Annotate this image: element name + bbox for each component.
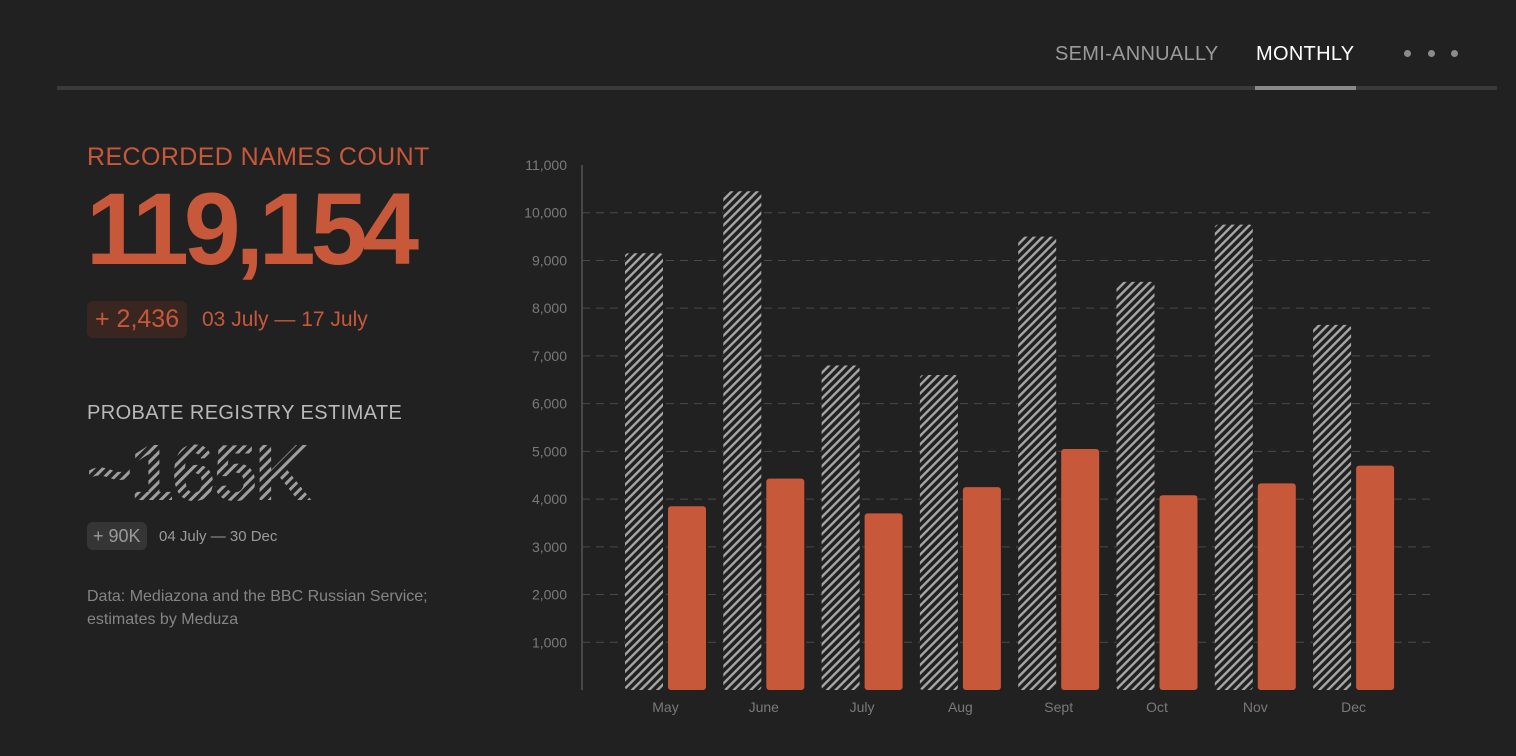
bar-hatched-july — [821, 365, 860, 690]
probate-delta-badge: + 90K — [87, 522, 147, 550]
bar-hatched-sept — [1018, 236, 1057, 690]
x-tick-label: June — [749, 699, 780, 715]
bar-solid-aug — [962, 487, 1001, 690]
y-tick-label: 9,000 — [532, 252, 567, 268]
y-tick-label: 3,000 — [532, 539, 567, 555]
x-tick-label: Oct — [1146, 699, 1168, 715]
bar-hatched-june — [723, 191, 762, 690]
recorded-names-label: RECORDED NAMES COUNT — [87, 143, 430, 171]
probate-estimate-label: PROBATE REGISTRY ESTIMATE — [87, 402, 403, 424]
recorded-names-value: 119,154 — [86, 172, 419, 286]
y-tick-label: 4,000 — [532, 491, 567, 507]
x-tick-label: May — [652, 699, 678, 715]
more-dots-icon — [1427, 49, 1435, 57]
bar-solid-oct — [1159, 495, 1198, 690]
y-tick-label: 11,000 — [525, 157, 567, 173]
bar-solid-nov — [1257, 483, 1296, 690]
bar-solid-dec — [1356, 465, 1395, 690]
x-tick-label: Nov — [1243, 699, 1268, 715]
active-tab-indicator — [1255, 86, 1356, 90]
more-dots-icon — [1404, 49, 1411, 57]
svg-text:~165K: ~165K — [86, 434, 312, 508]
bar-solid-july — [864, 513, 903, 690]
source-note: Data: Mediazona and the BBC Russian Serv… — [87, 588, 428, 628]
y-tick-label: 10,000 — [524, 205, 567, 221]
bar-hatched-oct — [1116, 281, 1155, 690]
bar-solid-june — [766, 478, 805, 690]
bar-hatched-may — [625, 253, 663, 690]
tabs-divider — [57, 86, 1497, 90]
more-options-button[interactable] — [1398, 40, 1464, 66]
recorded-period: 03 July — 17 July — [202, 308, 368, 331]
recorded-delta-badge: + 2,436 — [87, 301, 188, 338]
y-tick-label: 1,000 — [532, 634, 567, 650]
probate-period: 04 July — 30 Dec — [159, 528, 278, 545]
x-tick-label: Dec — [1341, 699, 1366, 715]
y-tick-label: 8,000 — [532, 300, 567, 316]
bar-solid-sept — [1061, 448, 1100, 690]
x-tick-label: Sept — [1044, 699, 1073, 715]
bar-hatched-dec — [1313, 324, 1352, 690]
monthly-bar-chart: 1,000 2,000 3,000 4,000 5,000 6,000 7,000 8,000… — [524, 157, 1432, 715]
bar-hatched-nov — [1214, 224, 1253, 690]
x-tick-label: Aug — [948, 699, 973, 715]
more-dots-icon — [1451, 49, 1458, 57]
tab-monthly[interactable]: MONTHLY — [1256, 43, 1355, 65]
x-tick-label: July — [850, 699, 875, 715]
y-tick-label: 5,000 — [532, 443, 567, 459]
bar-hatched-aug — [919, 375, 958, 690]
y-tick-label: 6,000 — [532, 396, 567, 412]
y-tick-label: 7,000 — [532, 348, 567, 364]
bar-solid-may — [668, 506, 706, 690]
probate-estimate-value: ~165K — [86, 434, 315, 508]
y-tick-label: 2,000 — [532, 587, 567, 603]
tab-semi-annually[interactable]: SEMI-ANNUALLY — [1055, 43, 1219, 65]
